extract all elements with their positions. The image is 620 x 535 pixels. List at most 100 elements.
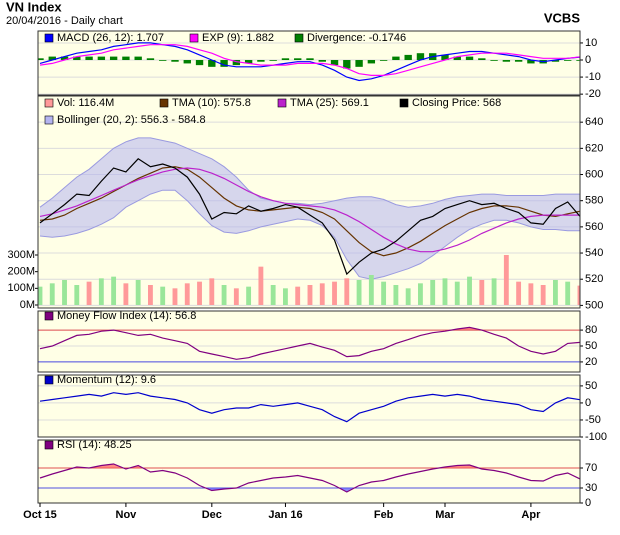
legend-swatch <box>44 98 54 108</box>
legend-label: Divergence: -0.1746 <box>307 32 406 44</box>
bar <box>135 280 141 305</box>
bar <box>467 276 472 305</box>
bar <box>454 281 460 305</box>
legend-label: Momentum (12): 9.6 <box>57 374 156 386</box>
plot-area <box>38 121 580 306</box>
bar <box>418 283 423 305</box>
bar <box>355 60 363 67</box>
bar <box>478 58 486 61</box>
line <box>39 326 580 360</box>
bar <box>576 60 580 61</box>
bar <box>404 54 412 61</box>
bar <box>148 285 153 305</box>
line <box>39 392 580 423</box>
bar <box>209 278 215 305</box>
bar <box>257 60 265 62</box>
bar <box>465 56 474 61</box>
legend-swatch <box>189 33 199 43</box>
bar <box>330 60 339 66</box>
legend-label: Closing Price: 568 <box>412 97 501 109</box>
bar <box>122 56 130 61</box>
x-tick-label: Dec <box>202 509 222 521</box>
y-tick-label: 50 <box>585 340 597 352</box>
legend-label: Money Flow Index (14): 56.8 <box>57 310 196 322</box>
y-tick-label: 70 <box>585 462 597 474</box>
y-tick-label: 640 <box>585 116 603 128</box>
bar <box>551 60 560 62</box>
bar <box>85 56 93 61</box>
bar <box>109 56 118 61</box>
bar <box>295 286 301 305</box>
bar <box>416 53 425 61</box>
x-tick-label: Apr <box>521 509 541 521</box>
y-tick-label: 620 <box>585 142 603 154</box>
bar <box>332 281 337 305</box>
bar <box>516 281 522 305</box>
bar <box>281 58 290 61</box>
y2-tick-label: 200M <box>7 266 35 278</box>
bar <box>197 281 202 305</box>
legend-swatch <box>44 440 54 450</box>
bar <box>356 280 362 305</box>
bar <box>195 60 204 66</box>
y2-tick-label: 100M <box>7 282 35 294</box>
bar <box>319 283 325 305</box>
bar <box>491 278 497 305</box>
bar <box>514 60 523 62</box>
bar <box>527 60 535 64</box>
bar <box>393 285 399 305</box>
line <box>39 44 580 76</box>
bar <box>392 56 400 61</box>
bar <box>159 60 167 61</box>
bar <box>553 280 558 305</box>
bar <box>244 60 253 64</box>
bar <box>38 286 43 305</box>
bar <box>453 56 461 61</box>
bar <box>564 60 572 61</box>
chart-subtitle: 20/04/2016 - Daily chart <box>6 15 123 27</box>
legend-label: RSI (14): 48.25 <box>57 439 132 451</box>
bar <box>48 56 56 61</box>
bar <box>502 60 511 62</box>
bar <box>62 280 67 305</box>
bar <box>184 283 190 305</box>
bar <box>367 60 376 64</box>
plot-area <box>38 463 580 503</box>
y-tick-label: 500 <box>585 299 603 311</box>
x-tick-label: Feb <box>374 509 394 521</box>
bar <box>490 60 498 61</box>
bar <box>479 280 485 305</box>
brand: VCBS <box>544 10 580 25</box>
y-tick-label: 30 <box>585 482 597 494</box>
panel-background <box>38 440 580 503</box>
bar <box>307 285 313 305</box>
legend-label: EXP (9): 1.882 <box>202 32 274 44</box>
legend-swatch <box>159 98 169 108</box>
y-tick-label: 0 <box>585 54 591 66</box>
legend-swatch <box>399 98 409 108</box>
bar <box>503 255 509 305</box>
bar <box>74 285 80 305</box>
bar <box>294 58 302 61</box>
legend-swatch <box>44 375 54 385</box>
y-tick-label: 10 <box>585 37 597 49</box>
bar <box>171 60 179 62</box>
line <box>39 158 580 276</box>
panel-frame <box>37 95 581 309</box>
legend-swatch <box>277 98 287 108</box>
y-tick-label: 0 <box>585 397 591 409</box>
y-tick-label: 600 <box>585 168 603 180</box>
bar <box>283 288 288 305</box>
legend-swatch <box>44 115 54 125</box>
x-tick-label: Oct 15 <box>23 509 57 521</box>
legend-label: TMA (10): 575.8 <box>172 97 251 109</box>
bar <box>221 285 227 305</box>
y-tick-label: 20 <box>585 356 597 368</box>
bar <box>49 283 55 305</box>
y-tick-label: 520 <box>585 273 603 285</box>
bar <box>220 60 228 67</box>
bar <box>405 288 411 305</box>
bar <box>441 54 449 61</box>
legend-label: MACD (26, 12): 1.707 <box>57 32 164 44</box>
